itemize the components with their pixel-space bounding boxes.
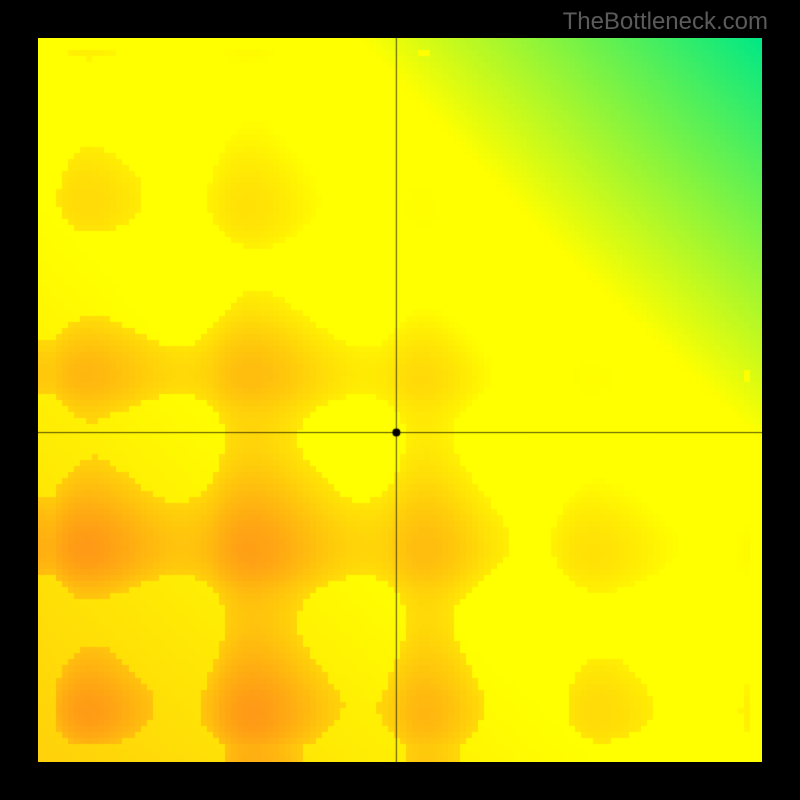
- chart-container: TheBottleneck.com: [0, 0, 800, 800]
- watermark-text: TheBottleneck.com: [563, 8, 768, 36]
- bottleneck-heatmap: [38, 38, 762, 762]
